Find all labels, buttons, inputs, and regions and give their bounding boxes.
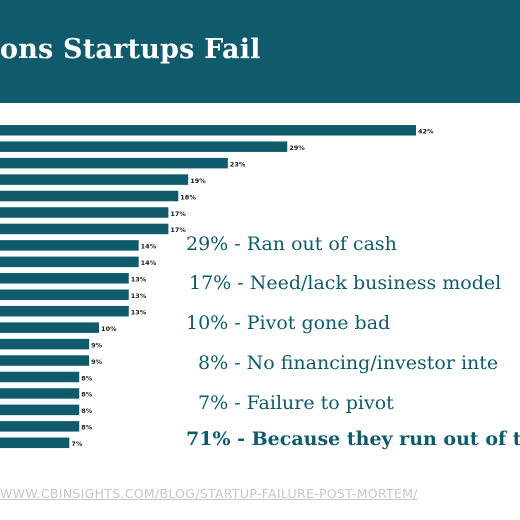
bar: [0, 125, 416, 136]
bar-value-label: 13%: [131, 292, 147, 300]
bar-value-label: 17%: [170, 210, 186, 218]
stat-line-run-out-of-time: 71% - Because they run out of ti: [186, 428, 520, 450]
bar: [0, 141, 288, 152]
bar: [0, 371, 80, 383]
bar-value-label: 19%: [190, 177, 206, 185]
bar: [0, 223, 169, 235]
bar-value-label: 8%: [81, 374, 93, 382]
bar-value-label: 8%: [81, 407, 93, 415]
bar-value-label: 8%: [81, 391, 93, 399]
bar: [0, 322, 100, 333]
bar: [0, 273, 129, 284]
bar: [0, 437, 70, 449]
bar-value-label: 29%: [289, 144, 305, 152]
bar: [0, 207, 169, 218]
bar: [0, 404, 80, 416]
stat-line-business-model: 17% - Need/lack business model: [189, 272, 502, 294]
bar-value-label: 18%: [180, 193, 196, 201]
chart-title: ons Startups Fail: [0, 34, 261, 65]
stat-line-cash: 29% - Ran out of cash: [186, 233, 397, 255]
source-link[interactable]: WWW.CBINSIGHTS.COM/BLOG/STARTUP-FAILURE-…: [0, 486, 418, 501]
bar-value-label: 13%: [131, 276, 147, 284]
bar-value-label: 23%: [230, 160, 246, 168]
bar: [0, 338, 90, 350]
bar-value-label: 9%: [91, 358, 103, 366]
bar-value-label: 13%: [131, 308, 147, 316]
bar-chart: 42% 29% 23% 19% 18% 17% 17% 14% 14% 13% 13% 13% 10% 9…: [0, 125, 434, 449]
bar-value-label: 14%: [141, 243, 157, 251]
bar: [0, 174, 189, 185]
stat-line-financing: 8% - No financing/investor inte: [198, 352, 499, 374]
bar: [0, 289, 129, 300]
bar-value-label: 42%: [418, 128, 434, 136]
bar: [0, 421, 80, 432]
bar: [0, 305, 129, 317]
bar: [0, 190, 179, 202]
bar: [0, 256, 139, 268]
bar: [0, 355, 90, 366]
title-banner: ons Startups Fail: [0, 0, 520, 103]
bar: [0, 240, 139, 251]
stat-line-pivot-bad: 10% - Pivot gone bad: [186, 312, 391, 334]
bar: [0, 157, 228, 169]
bar-value-label: 9%: [91, 341, 103, 349]
bar-value-label: 10%: [101, 325, 117, 333]
bar: [0, 388, 80, 399]
bar-value-label: 17%: [170, 226, 186, 234]
stat-line-failure-pivot: 7% - Failure to pivot: [198, 392, 394, 414]
bar-value-label: 7%: [71, 440, 83, 448]
bar-value-label: 8%: [81, 424, 93, 432]
bar-value-label: 14%: [141, 259, 157, 267]
